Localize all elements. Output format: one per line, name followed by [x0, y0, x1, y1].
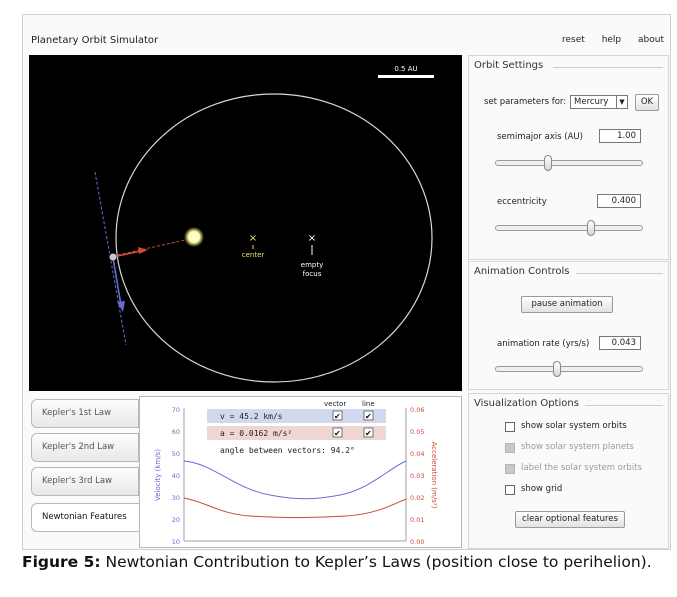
left-tick: 70 — [172, 406, 180, 414]
figure-label: Figure 5: — [22, 553, 101, 571]
scale-label: 0.5 AU — [394, 65, 417, 73]
left-tick: 40 — [172, 472, 180, 480]
acceleration-line — [112, 239, 186, 257]
semimajor-slider-track[interactable] — [495, 160, 643, 166]
empty-focus-label-2: focus — [303, 270, 322, 278]
tab-keplers-1st-law[interactable]: Kepler's 1st Law — [31, 399, 139, 428]
planet-select[interactable]: Mercury ▼ — [570, 95, 628, 109]
orbit-path — [115, 93, 433, 383]
semimajor-label: semimajor axis (AU) — [497, 132, 583, 142]
scale-bar — [378, 75, 434, 78]
accel-vector-checkbox[interactable] — [332, 427, 343, 438]
right-tick: 0.00 — [410, 538, 424, 546]
newtonian-features-panel: 70 60 50 40 30 20 10 0.06 0.05 0.04 0.03… — [139, 396, 462, 548]
left-tick: 20 — [172, 516, 180, 524]
eccentricity-label: eccentricity — [497, 197, 547, 207]
panel-rule — [569, 273, 663, 274]
accel-readout: a = 0.0162 m/s² — [220, 429, 292, 438]
orbit-settings-panel: Orbit Settings set parameters for: Mercu… — [468, 55, 669, 260]
velocity-arrowhead-icon — [117, 301, 125, 312]
help-link[interactable]: help — [601, 35, 622, 45]
velocity-vector — [112, 257, 122, 306]
animation-rate-label: animation rate (yrs/s) — [497, 339, 590, 349]
semimajor-slider-thumb[interactable] — [544, 155, 553, 171]
acceleration-vector — [112, 250, 142, 258]
orbit-settings-title: Orbit Settings — [474, 60, 550, 71]
show-grid-checkbox[interactable] — [505, 485, 515, 495]
title-bar: Planetary Orbit Simulator reset help abo… — [23, 15, 670, 55]
check-icon: ✔ — [365, 429, 372, 438]
show-grid-label: show grid — [521, 484, 563, 494]
sun-icon — [188, 231, 200, 243]
right-tick: 0.03 — [410, 472, 424, 480]
clear-optional-features-button[interactable]: clear optional features — [515, 511, 625, 528]
eccentricity-slider-track[interactable] — [495, 225, 643, 231]
acceleration-arrowhead-icon — [138, 247, 148, 254]
panel-rule — [553, 67, 663, 68]
visualization-options-title: Visualization Options — [474, 398, 585, 409]
right-tick: 0.02 — [410, 494, 424, 502]
show-planets-checkbox — [505, 443, 515, 453]
accel-line-checkbox[interactable] — [363, 427, 374, 438]
velocity-curve — [183, 460, 407, 500]
velocity-readout: v = 45.2 km/s — [220, 412, 283, 421]
top-links: reset help about — [548, 35, 664, 45]
label-orbits-label: label the solar system orbits — [521, 463, 642, 473]
tab-keplers-2nd-law[interactable]: Kepler's 2nd Law — [31, 433, 139, 462]
velocity-vector-checkbox[interactable] — [332, 410, 343, 421]
velocity-axis-label: Velocity (km/s) — [154, 449, 162, 501]
visualization-options-panel: Visualization Options show solar system … — [468, 393, 669, 549]
vector-column-header: vector — [324, 400, 346, 408]
left-tick: 50 — [172, 450, 180, 458]
simulator-window: Planetary Orbit Simulator reset help abo… — [22, 14, 671, 550]
center-label: center — [242, 251, 265, 259]
angle-readout: angle between vectors: 94.2° — [220, 446, 355, 455]
about-link[interactable]: about — [638, 35, 664, 45]
left-tick: 60 — [172, 428, 180, 436]
center-marker-icon: × — [249, 233, 257, 244]
set-params-label: set parameters for: — [484, 97, 567, 107]
check-icon: ✔ — [334, 429, 341, 438]
show-planets-label: show solar system planets — [521, 442, 634, 452]
pause-animation-button[interactable]: pause animation — [521, 296, 613, 313]
animation-rate-input[interactable]: 0.043 — [599, 336, 641, 350]
label-orbits-checkbox — [505, 464, 515, 474]
show-orbits-label: show solar system orbits — [521, 421, 627, 431]
left-tick: 30 — [172, 494, 180, 502]
ok-button[interactable]: OK — [635, 94, 659, 111]
right-tick: 0.01 — [410, 516, 424, 524]
right-tick: 0.06 — [410, 406, 424, 414]
eccentricity-input[interactable]: 0.400 — [597, 194, 641, 208]
animation-controls-panel: Animation Controls pause animation anima… — [468, 261, 669, 390]
velocity-line-checkbox[interactable] — [363, 410, 374, 421]
right-tick: 0.04 — [410, 450, 424, 458]
line-column-header: line — [362, 400, 375, 408]
chevron-down-icon[interactable]: ▼ — [616, 96, 627, 108]
orbit-view[interactable]: 0.5 AU × center × empty focus — [29, 55, 462, 391]
panel-rule — [581, 405, 663, 406]
acceleration-axis-label: Acceleration (m/s²) — [430, 442, 438, 509]
planet-icon[interactable] — [109, 253, 117, 261]
empty-focus-marker-icon: × — [308, 233, 316, 244]
check-icon: ✔ — [365, 412, 372, 421]
left-tick: 10 — [172, 538, 180, 546]
animation-controls-title: Animation Controls — [474, 266, 576, 277]
animation-rate-slider-thumb[interactable] — [553, 361, 562, 377]
caption-text: Newtonian Contribution to Kepler’s Laws … — [100, 553, 652, 571]
animation-rate-slider-track[interactable] — [495, 366, 643, 372]
check-icon: ✔ — [334, 412, 341, 421]
acceleration-curve — [183, 497, 407, 518]
show-orbits-checkbox[interactable] — [505, 422, 515, 432]
planet-select-value: Mercury — [574, 97, 609, 107]
figure-caption: Figure 5: Newtonian Contribution to Kepl… — [22, 553, 672, 572]
reset-link[interactable]: reset — [562, 35, 585, 45]
tab-keplers-3rd-law[interactable]: Kepler's 3rd Law — [31, 467, 139, 496]
eccentricity-slider-thumb[interactable] — [587, 220, 596, 236]
tab-newtonian-features[interactable]: Newtonian Features — [31, 503, 139, 532]
empty-focus-label-1: empty — [301, 261, 323, 269]
semimajor-input[interactable]: 1.00 — [599, 129, 641, 143]
app-title: Planetary Orbit Simulator — [31, 35, 159, 46]
right-tick: 0.05 — [410, 428, 424, 436]
